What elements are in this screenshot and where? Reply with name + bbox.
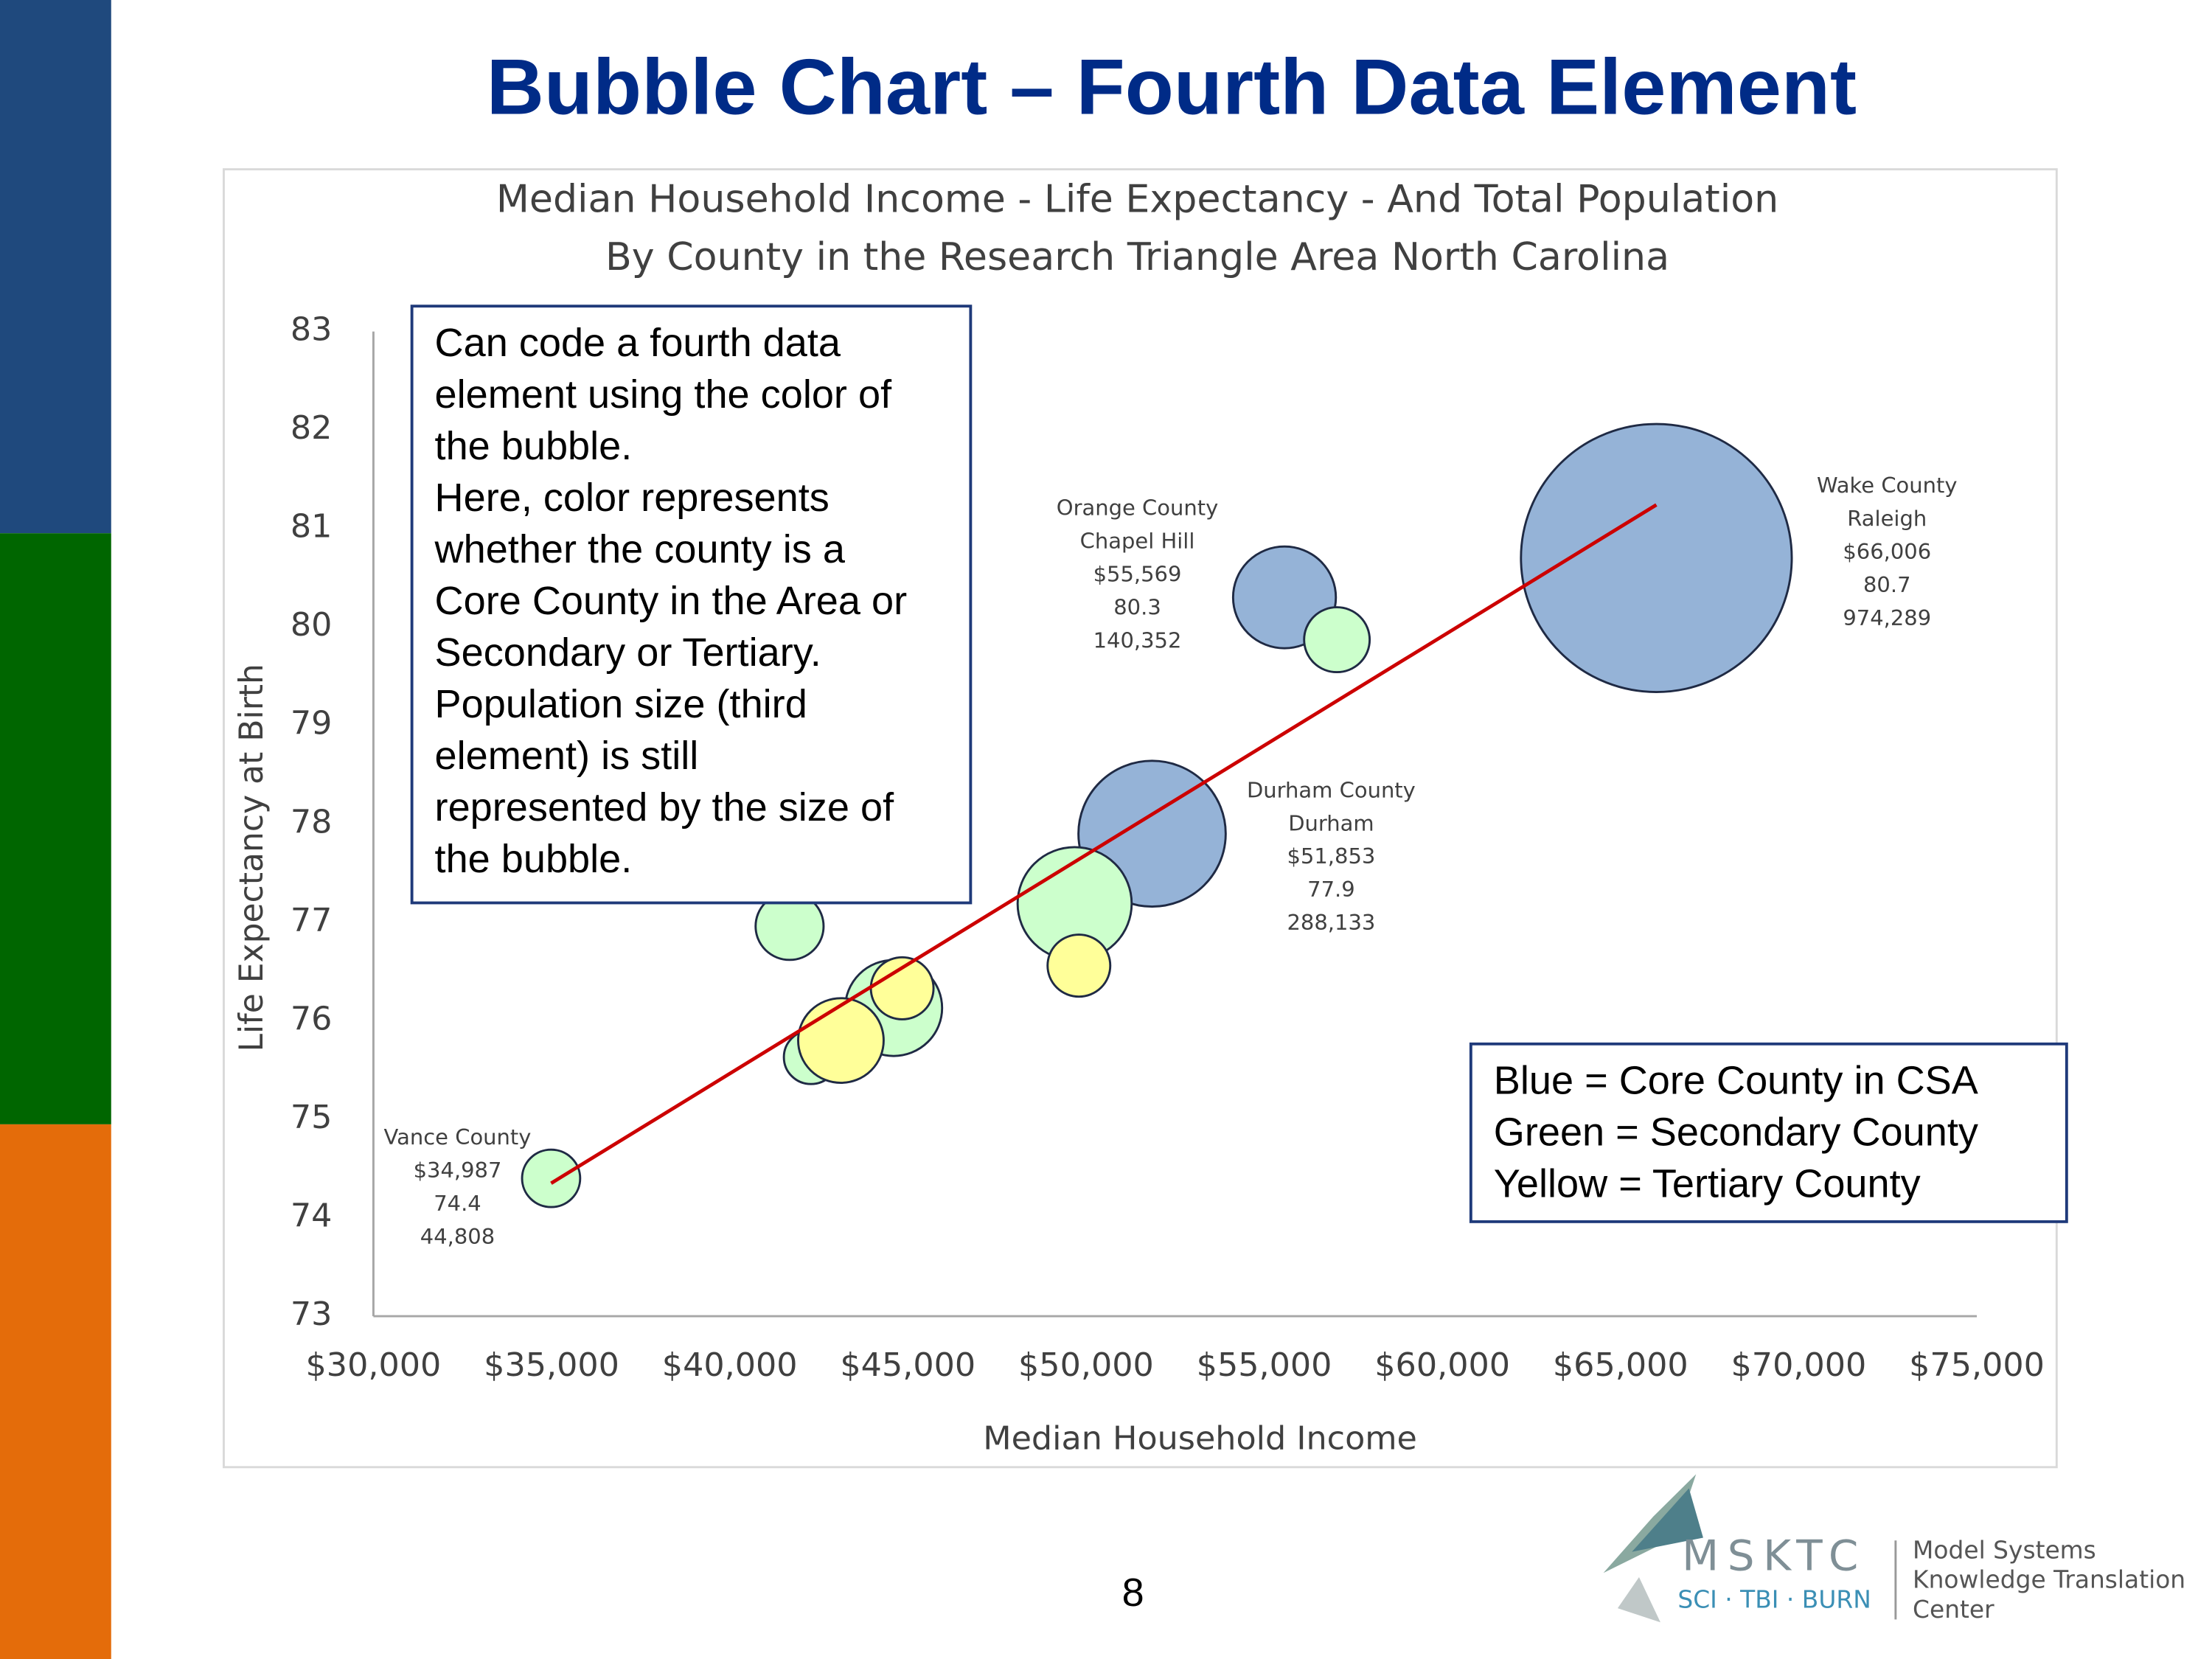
x-tick-label: $60,000 <box>1374 1346 1510 1384</box>
note-line: Population size (third <box>435 682 807 726</box>
chart-title: Median Household Income - Life Expectanc… <box>496 178 1778 222</box>
y-tick-label: 82 <box>291 409 333 447</box>
point-label: Orange County <box>1057 495 1218 521</box>
x-tick-label: $55,000 <box>1197 1346 1332 1384</box>
point-label: $55,569 <box>1093 562 1182 587</box>
point-label: Durham <box>1288 810 1374 835</box>
point-label: Wake County <box>1817 473 1958 498</box>
x-tick-label: $40,000 <box>662 1346 798 1384</box>
x-tick-label: $50,000 <box>1018 1346 1154 1384</box>
x-tick-label: $45,000 <box>840 1346 975 1384</box>
note-line: Core County in the Area or <box>435 579 908 623</box>
note-line: element using the color of <box>435 372 893 417</box>
note-line: Secondary or Tertiary. <box>435 630 821 675</box>
point-label: Durham County <box>1247 777 1416 802</box>
y-tick-label: 80 <box>291 606 333 644</box>
point-label: 44,808 <box>420 1224 495 1249</box>
point-label: Chapel Hill <box>1080 529 1195 554</box>
x-tick-label: $70,000 <box>1731 1346 1867 1384</box>
y-tick-label: 73 <box>291 1295 333 1333</box>
bubble <box>1520 422 1793 693</box>
point-label: 974,289 <box>1843 605 1931 630</box>
logo-mark <box>1603 1474 1703 1623</box>
x-tick-label: $30,000 <box>306 1346 442 1384</box>
point-label: $51,853 <box>1287 844 1375 869</box>
x-tick-label: $35,000 <box>484 1346 619 1384</box>
legend-line: Yellow = Tertiary County <box>1494 1162 1921 1206</box>
note-line: represented by the size of <box>435 785 895 830</box>
side-bar-orange <box>0 1124 111 1659</box>
y-tick-label: 83 <box>291 311 333 349</box>
y-tick-label: 75 <box>291 1099 333 1136</box>
logo-programs: SCI · TBI · BURN <box>1677 1586 1871 1614</box>
point-label: 288,133 <box>1287 910 1375 935</box>
legend-line: Blue = Core County in CSA <box>1494 1059 1978 1103</box>
note-line: the bubble. <box>435 837 633 881</box>
y-tick-label: 77 <box>291 902 333 939</box>
note-line: Can code a fourth data <box>435 321 841 365</box>
bubble <box>1303 606 1371 674</box>
legend-line: Green = Secondary County <box>1494 1110 1978 1155</box>
point-label: $34,987 <box>414 1158 502 1183</box>
point-label: 80.3 <box>1113 595 1161 620</box>
bubble <box>521 1148 582 1208</box>
point-label: 77.9 <box>1307 877 1355 902</box>
note-line: Here, color represents <box>435 476 830 520</box>
logo-name: MSKTC <box>1682 1531 1867 1581</box>
y-tick-label: 81 <box>291 508 333 546</box>
note-line: the bubble. <box>435 424 633 468</box>
x-tick-label: $75,000 <box>1909 1346 2045 1384</box>
logo-org: Center <box>1913 1596 1994 1624</box>
point-label: $66,006 <box>1843 539 1931 564</box>
logo-org: Knowledge Translation <box>1913 1566 2185 1594</box>
point-label: 80.7 <box>1863 572 1911 597</box>
notes: Can code a fourth data element using the … <box>434 321 1978 1206</box>
legend-box <box>1469 1042 2068 1223</box>
point-label: 74.4 <box>434 1191 481 1216</box>
trendline <box>550 503 1658 1185</box>
y-tick-label: 76 <box>291 1001 333 1038</box>
y-tick-label: 79 <box>291 705 333 742</box>
point-label: Raleigh <box>1847 506 1927 531</box>
y-axis-label: Life Expectancy at Birth <box>233 664 271 1051</box>
y-tick-label: 74 <box>291 1197 333 1235</box>
y-tick-label: 78 <box>291 803 333 841</box>
note-line: element) is still <box>435 734 699 778</box>
side-bar-green <box>0 533 111 1124</box>
point-label: Vance County <box>384 1124 532 1150</box>
page-number: 8 <box>1122 1571 1144 1615</box>
bubble <box>797 997 885 1084</box>
plot: 73 74 75 76 77 78 79 80 81 82 83 $30,000 $35,000 $40,… <box>291 311 2045 1384</box>
slide-title: Bubble Chart – Fourth Data Element <box>487 43 1857 131</box>
x-axis-label: Median Household Income <box>983 1420 1417 1458</box>
logo-org: Model Systems <box>1913 1537 2096 1565</box>
chart-subtitle: By County in the Research Triangle Area … <box>605 235 1669 279</box>
point-label: 140,352 <box>1093 628 1182 653</box>
note-box <box>410 305 973 905</box>
note-line: whether the county is a <box>434 527 845 571</box>
side-bar-blue <box>0 0 111 534</box>
x-tick-label: $65,000 <box>1553 1346 1688 1384</box>
bubble <box>1046 933 1112 998</box>
